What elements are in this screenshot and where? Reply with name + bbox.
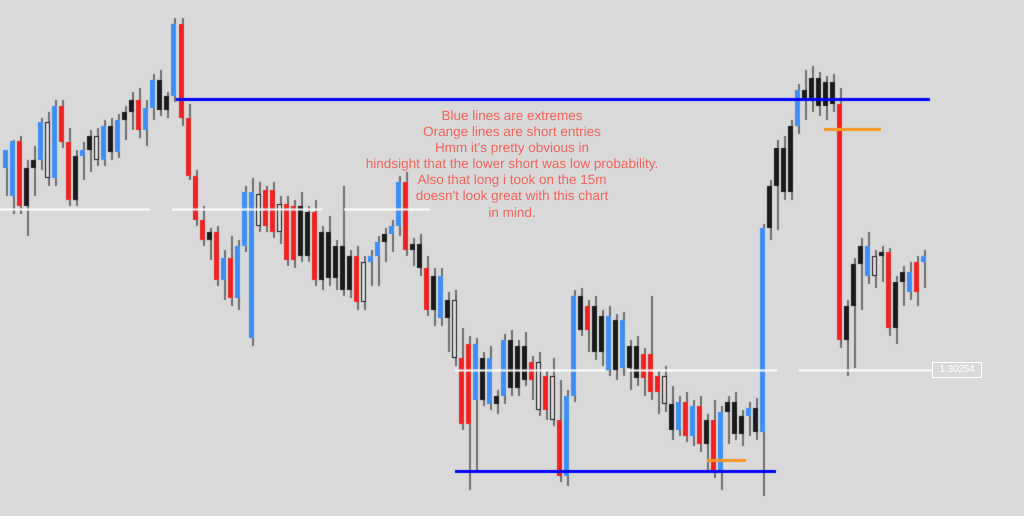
current-price-label: 1.30254 <box>932 362 982 378</box>
